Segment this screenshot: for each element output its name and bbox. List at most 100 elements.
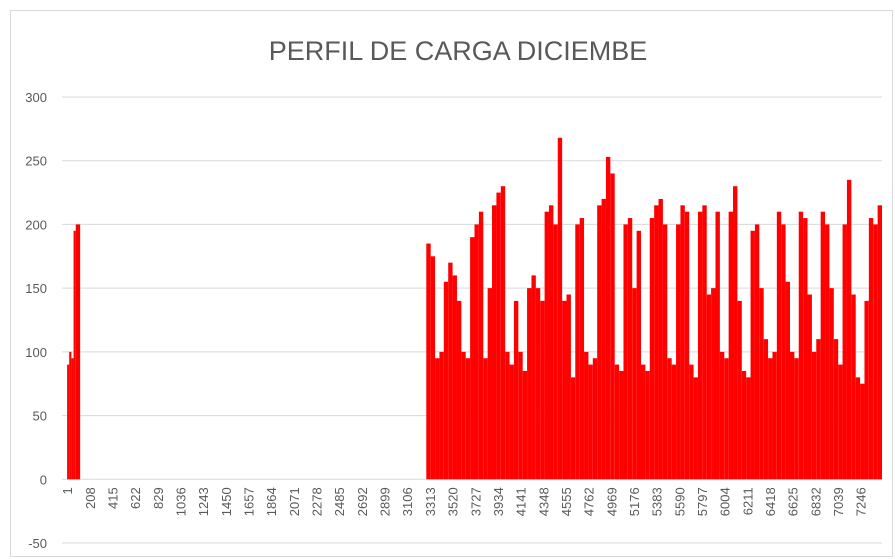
bar [509, 364, 514, 480]
bar [562, 300, 567, 480]
bar [733, 186, 738, 480]
bar [548, 205, 554, 480]
bar [544, 211, 549, 480]
bar [838, 364, 843, 480]
bar [833, 339, 839, 480]
bar [448, 262, 453, 480]
bar [816, 339, 821, 480]
bar [518, 351, 523, 480]
bar [785, 281, 790, 480]
x-tick-label: 3520 [446, 487, 461, 516]
x-tick-label: 5383 [650, 487, 665, 516]
x-tick-label: 1 [60, 487, 75, 494]
bar [426, 243, 431, 480]
y-tick-label: -50 [28, 536, 47, 551]
bar [67, 364, 70, 480]
bar [452, 275, 457, 480]
bar [439, 351, 444, 480]
bar [860, 383, 865, 480]
x-tick-label: 4348 [536, 487, 551, 516]
bar [636, 230, 642, 480]
x-tick-label: 1657 [242, 487, 257, 516]
x-tick-label: 7039 [831, 487, 846, 516]
bar [592, 358, 598, 480]
bar [680, 205, 685, 480]
bar [873, 224, 878, 480]
bar [75, 224, 81, 480]
bar [737, 300, 742, 480]
x-tick-label: 2485 [332, 487, 347, 516]
bar [789, 351, 795, 480]
x-tick-label: 5590 [672, 487, 687, 516]
bar [470, 237, 475, 480]
x-tick-label: 5176 [627, 487, 642, 516]
bar [614, 364, 620, 480]
bar [846, 179, 852, 480]
bar [610, 173, 615, 480]
bar [654, 205, 659, 480]
bar [522, 370, 528, 480]
bar [829, 288, 834, 480]
x-tick-label: 622 [128, 487, 143, 509]
x-tick-label: 4141 [514, 487, 529, 516]
bar [693, 377, 698, 480]
bar [456, 300, 462, 480]
bar [73, 230, 76, 480]
bar [794, 358, 799, 480]
bar [566, 294, 571, 480]
bar [662, 224, 668, 480]
bar [492, 205, 497, 480]
bar [540, 300, 545, 480]
x-tick-label: 4969 [604, 487, 619, 516]
bar [69, 351, 72, 480]
bar [706, 294, 712, 480]
bar [697, 211, 703, 480]
bar [601, 198, 606, 480]
bar [877, 205, 882, 480]
x-tick-label: 4555 [559, 487, 574, 516]
x-tick-label: 4762 [582, 487, 597, 516]
bar [746, 377, 751, 480]
x-tick-label: 208 [83, 487, 98, 509]
bar [689, 364, 694, 480]
bar [487, 288, 493, 480]
bar [553, 224, 558, 480]
bar [496, 192, 501, 480]
bar [597, 205, 602, 480]
bar [443, 281, 449, 480]
bar [759, 288, 764, 480]
bar [71, 358, 74, 480]
bar [435, 358, 440, 480]
bar [478, 211, 484, 480]
bar [671, 364, 677, 480]
bar [667, 358, 672, 480]
y-tick-label: 200 [25, 217, 47, 232]
x-tick-label: 6211 [740, 487, 755, 515]
x-tick-label: 2899 [378, 487, 393, 516]
bar [676, 224, 681, 480]
bar [579, 218, 585, 480]
bar [842, 224, 847, 480]
x-tick-label: 1864 [264, 487, 279, 516]
bar [728, 211, 734, 480]
x-tick-label: 6832 [808, 487, 823, 516]
bar [557, 137, 563, 480]
chart-title: PERFIL DE CARGA DICIEMBE [269, 36, 648, 66]
bar [719, 351, 725, 480]
y-tick-label: 0 [40, 472, 47, 487]
bar [711, 288, 716, 480]
bar [505, 351, 510, 480]
x-tick-label: 6418 [763, 487, 778, 516]
bar [724, 358, 729, 480]
bar [803, 218, 808, 480]
bar [768, 358, 773, 480]
bar [627, 218, 633, 480]
x-tick-label: 1036 [173, 487, 188, 516]
bar [851, 294, 856, 480]
x-tick-label: 2278 [310, 487, 325, 516]
x-tick-label: 3727 [468, 487, 483, 516]
bar [684, 211, 690, 480]
bar [623, 224, 628, 480]
x-tick-label: 1450 [219, 487, 234, 516]
